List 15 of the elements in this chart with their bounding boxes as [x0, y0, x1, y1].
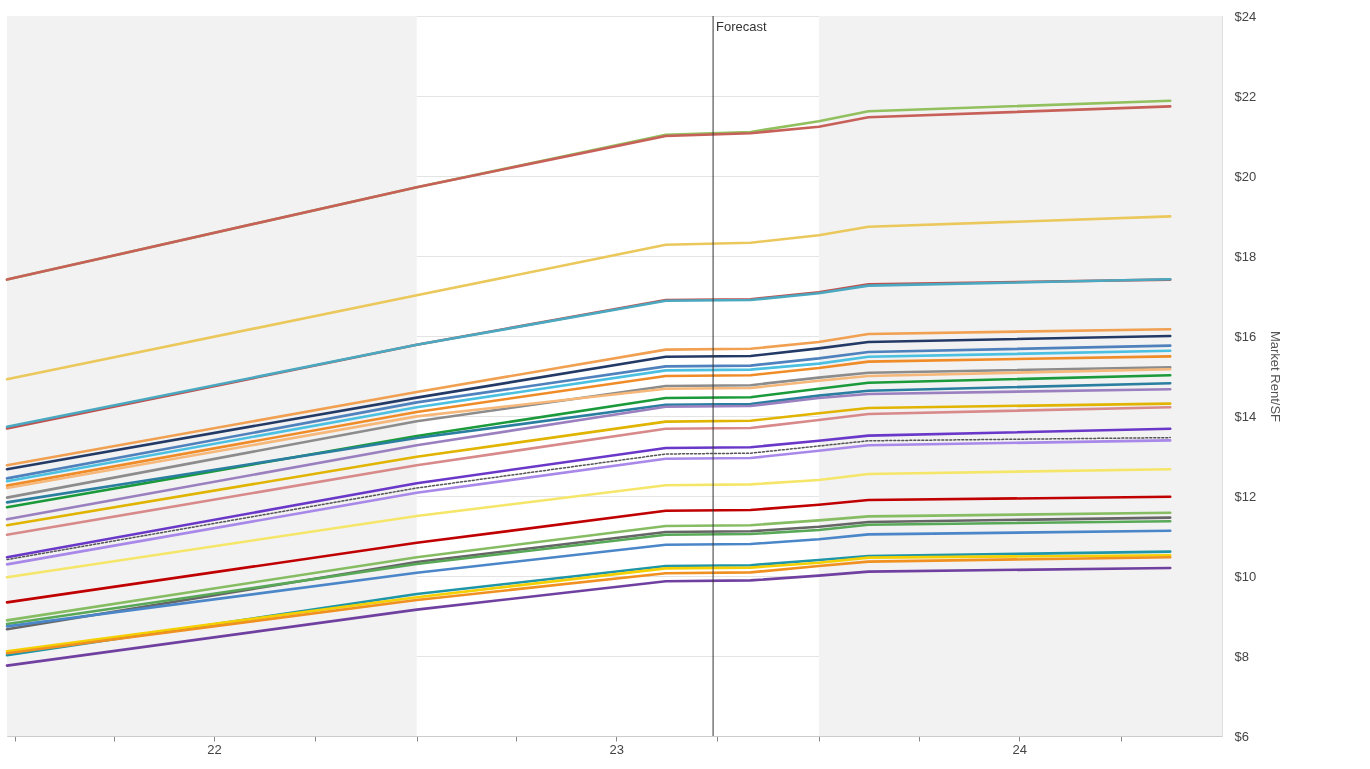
- y-tick-label: $14: [1234, 408, 1257, 424]
- y-tick-label: $20: [1234, 168, 1257, 184]
- x-tick-label: 23: [609, 741, 624, 757]
- x-tick-label: 24: [1012, 741, 1028, 757]
- y-tick-label: $10: [1234, 568, 1257, 584]
- y-tick-label: $16: [1234, 328, 1257, 344]
- y-tick-label: $18: [1234, 248, 1257, 264]
- y-tick-label: $24: [1234, 8, 1257, 24]
- y-tick-label: $12: [1234, 488, 1257, 504]
- y-axis-title: Market Rent/SF: [1268, 330, 1284, 423]
- ref-line-label: Forecast: [716, 19, 768, 34]
- y-tick-label: $6: [1234, 728, 1249, 744]
- y-tick-label: $8: [1234, 648, 1249, 664]
- x-tick-label: 22: [207, 741, 222, 757]
- y-tick-label: $22: [1234, 88, 1257, 104]
